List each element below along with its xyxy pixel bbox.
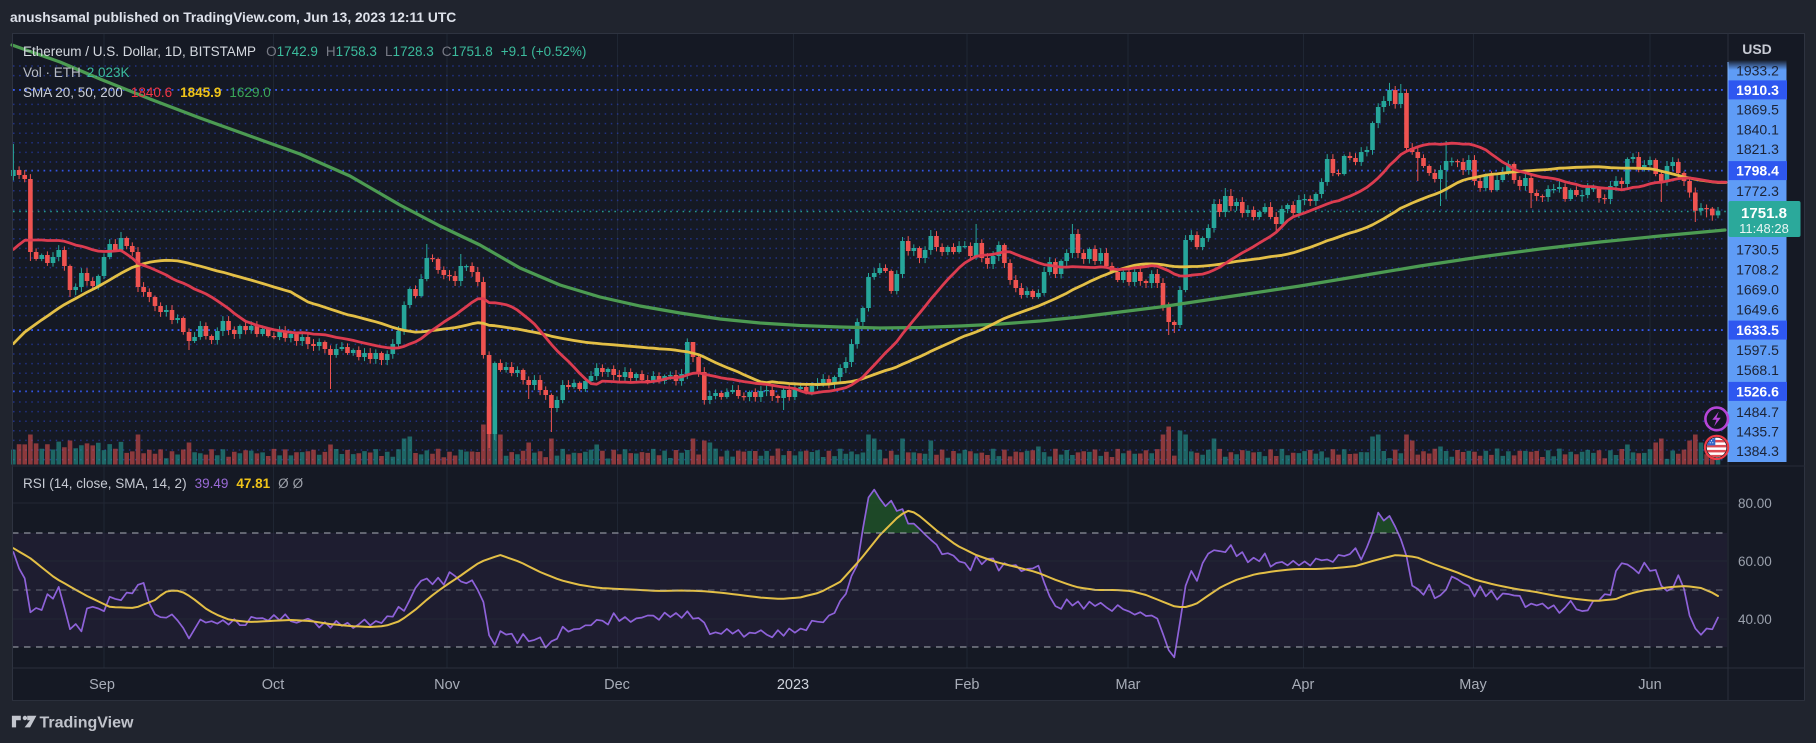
svg-text:1526.6: 1526.6 xyxy=(1736,383,1779,399)
svg-text:1435.7: 1435.7 xyxy=(1736,423,1779,439)
svg-text:1910.3: 1910.3 xyxy=(1736,82,1779,98)
svg-text:USD: USD xyxy=(1742,41,1772,57)
svg-text:Sep: Sep xyxy=(89,677,115,693)
svg-text:1840.1: 1840.1 xyxy=(1736,121,1779,137)
svg-text:1772.3: 1772.3 xyxy=(1736,183,1779,199)
svg-text:Mar: Mar xyxy=(1116,677,1141,693)
svg-text:1730.5: 1730.5 xyxy=(1736,241,1779,257)
svg-text:Jun: Jun xyxy=(1638,677,1661,693)
svg-text:Nov: Nov xyxy=(434,677,461,693)
svg-text:Oct: Oct xyxy=(262,677,285,693)
svg-text:2023: 2023 xyxy=(777,677,809,693)
svg-text:80.00: 80.00 xyxy=(1738,496,1772,511)
svg-text:1597.5: 1597.5 xyxy=(1736,342,1779,358)
svg-text:1384.3: 1384.3 xyxy=(1736,443,1779,459)
svg-text:TradingView: TradingView xyxy=(40,715,135,732)
svg-text:1708.2: 1708.2 xyxy=(1736,261,1779,277)
svg-text:1633.5: 1633.5 xyxy=(1736,322,1779,338)
svg-text:Feb: Feb xyxy=(955,677,980,693)
svg-text:1869.5: 1869.5 xyxy=(1736,102,1779,118)
svg-text:RSI (14, close, SMA, 14, 2)39.: RSI (14, close, SMA, 14, 2) 39.49 47.81 Ø Ø xyxy=(23,476,304,491)
svg-text:May: May xyxy=(1459,677,1487,693)
svg-text:1933.2: 1933.2 xyxy=(1736,62,1779,78)
svg-text:1568.1: 1568.1 xyxy=(1736,362,1779,378)
svg-text:11:48:28: 11:48:28 xyxy=(1739,221,1789,236)
svg-text:1821.3: 1821.3 xyxy=(1736,141,1779,157)
svg-text:Ethereum / U.S. Dollar, 1D, BI: Ethereum / U.S. Dollar, 1D, BITSTAMP O174… xyxy=(23,44,586,59)
svg-text:1669.0: 1669.0 xyxy=(1736,282,1779,298)
svg-text:1649.6: 1649.6 xyxy=(1736,302,1779,318)
svg-text:Dec: Dec xyxy=(604,677,630,693)
svg-text:anushsamal published on Tradin: anushsamal published on TradingView.com,… xyxy=(10,10,456,25)
svg-text:60.00: 60.00 xyxy=(1738,554,1772,569)
svg-text:1798.4: 1798.4 xyxy=(1736,163,1779,179)
svg-text:Apr: Apr xyxy=(1292,677,1315,693)
svg-text:1484.7: 1484.7 xyxy=(1736,404,1779,420)
svg-text:1751.8: 1751.8 xyxy=(1741,205,1787,222)
svg-text:40.00: 40.00 xyxy=(1738,612,1772,627)
